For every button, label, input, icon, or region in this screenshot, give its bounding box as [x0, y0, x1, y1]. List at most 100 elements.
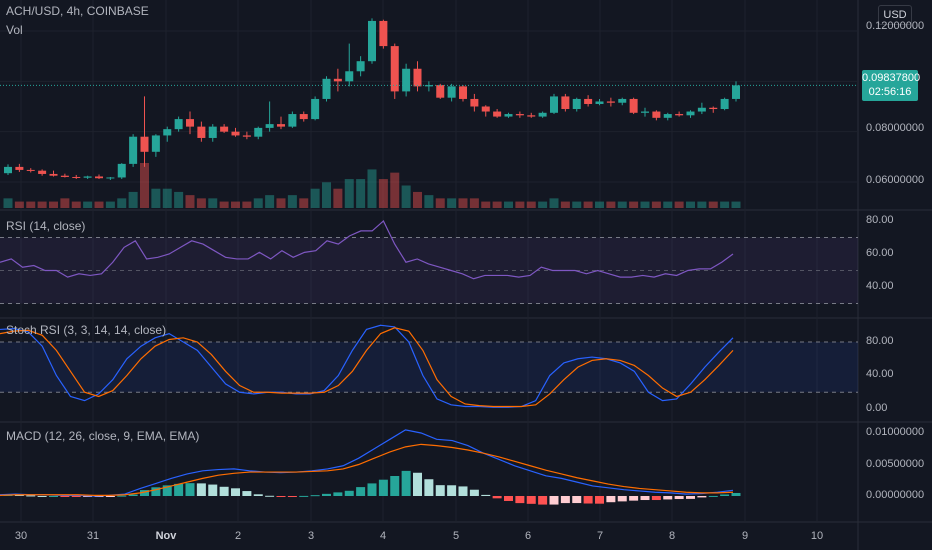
stoch-band [0, 342, 858, 393]
macd-histogram-bar [83, 496, 93, 498]
volume-bar [265, 195, 275, 208]
candle-body [288, 114, 297, 127]
volume-bar [504, 201, 513, 208]
candle-body [72, 176, 81, 178]
candle-body [413, 68, 422, 87]
candle-body [60, 175, 69, 177]
macd-histogram-bar [128, 494, 138, 496]
macd-histogram-bar [253, 494, 263, 496]
volume-label: Vol [6, 23, 23, 37]
macd-histogram-bar [492, 496, 502, 499]
candle-body [550, 96, 558, 113]
macd-histogram-bar [651, 496, 661, 501]
candle-body [709, 107, 718, 110]
volume-bar [26, 201, 36, 208]
last-price-badge: 0.09837800 02:56:16 [862, 70, 920, 101]
date-label: 9 [741, 530, 749, 542]
rsi-tick-40: 40.00 [866, 280, 894, 292]
macd-histogram-bar [265, 495, 275, 497]
macd-histogram-bar [674, 496, 684, 500]
candle-body [356, 61, 365, 72]
macd-histogram-bar [60, 496, 70, 497]
candle-body [402, 68, 411, 92]
macd-histogram-bar [390, 475, 400, 496]
volume-bar [356, 179, 366, 208]
candle-body [515, 114, 524, 116]
volume-bar [640, 201, 650, 208]
volume-bar [606, 201, 616, 208]
candle-body [641, 111, 649, 113]
candle-body [208, 126, 217, 138]
volume-bar [219, 201, 229, 208]
volume-bar [560, 201, 570, 208]
volume-bar [14, 201, 24, 208]
candle-body [652, 111, 661, 118]
candle-body [26, 169, 35, 171]
macd-histogram-bar [105, 496, 115, 497]
macd-histogram-bar [299, 495, 309, 497]
macd-histogram-bar [583, 496, 593, 504]
macd-histogram-bar [697, 496, 707, 498]
candle-body [686, 111, 695, 116]
candle-body [117, 163, 126, 178]
currency-button[interactable]: USD [878, 5, 912, 25]
volume-bar [458, 198, 468, 208]
date-label: 30 [14, 530, 28, 542]
volume-bar [390, 172, 400, 208]
date-label: 4 [379, 530, 387, 542]
macd-histogram-bar [356, 487, 366, 496]
volume-bar [435, 198, 445, 208]
volume-bar [595, 201, 604, 208]
signal-line [0, 443, 734, 496]
volume-bar [208, 198, 218, 208]
candle-body [538, 112, 547, 117]
candle-body [322, 78, 331, 99]
candle-body [231, 131, 240, 136]
candle-body [254, 127, 263, 137]
candle-body [436, 85, 445, 98]
volume-bar [3, 198, 13, 208]
rsi-line [0, 220, 734, 280]
macd-histogram-bar [14, 494, 24, 496]
date-label: Nov [155, 530, 177, 542]
macd-histogram-bar [322, 493, 331, 496]
date-label: 31 [86, 530, 100, 542]
macd-histogram-bar [401, 470, 411, 496]
volume-bar [71, 201, 81, 208]
macd-histogram-bar [367, 483, 377, 496]
volume-bar [60, 198, 70, 208]
macd-tick-3: 0.00000000 [866, 489, 925, 501]
candle-body [424, 85, 433, 87]
macd-histogram-bar [276, 496, 286, 497]
candle-body [106, 177, 115, 179]
volume-bar [299, 198, 309, 208]
candle-body [697, 107, 706, 112]
macd-histogram-bar [469, 489, 479, 496]
volume-bar [708, 201, 718, 208]
volume-bar [663, 201, 673, 208]
candle-body [15, 166, 24, 170]
macd-histogram-bar [424, 479, 434, 496]
volume-bar [83, 201, 93, 208]
volume-bar [413, 191, 422, 208]
volume-bar [276, 198, 286, 208]
macd-histogram-bar [572, 496, 582, 504]
macd-histogram-bar [708, 495, 718, 497]
candle-body [504, 114, 513, 117]
volume-bar [538, 201, 548, 208]
macd-histogram-bar [185, 483, 195, 496]
price-tick-1: 0.12000000 [866, 20, 925, 32]
macd-histogram-bar [595, 496, 604, 504]
date-label: 3 [307, 530, 315, 542]
macd-histogram-bar [481, 494, 491, 496]
candle-body [732, 85, 740, 99]
macd-histogram-bar [196, 483, 206, 496]
volume-bar [469, 198, 479, 208]
candle-body [242, 135, 251, 137]
macd-histogram-bar [549, 496, 559, 505]
date-label: 6 [524, 530, 532, 542]
candle-body [368, 20, 376, 62]
volume-bar [697, 201, 707, 208]
stoch-tick-40: 40.00 [866, 368, 894, 380]
